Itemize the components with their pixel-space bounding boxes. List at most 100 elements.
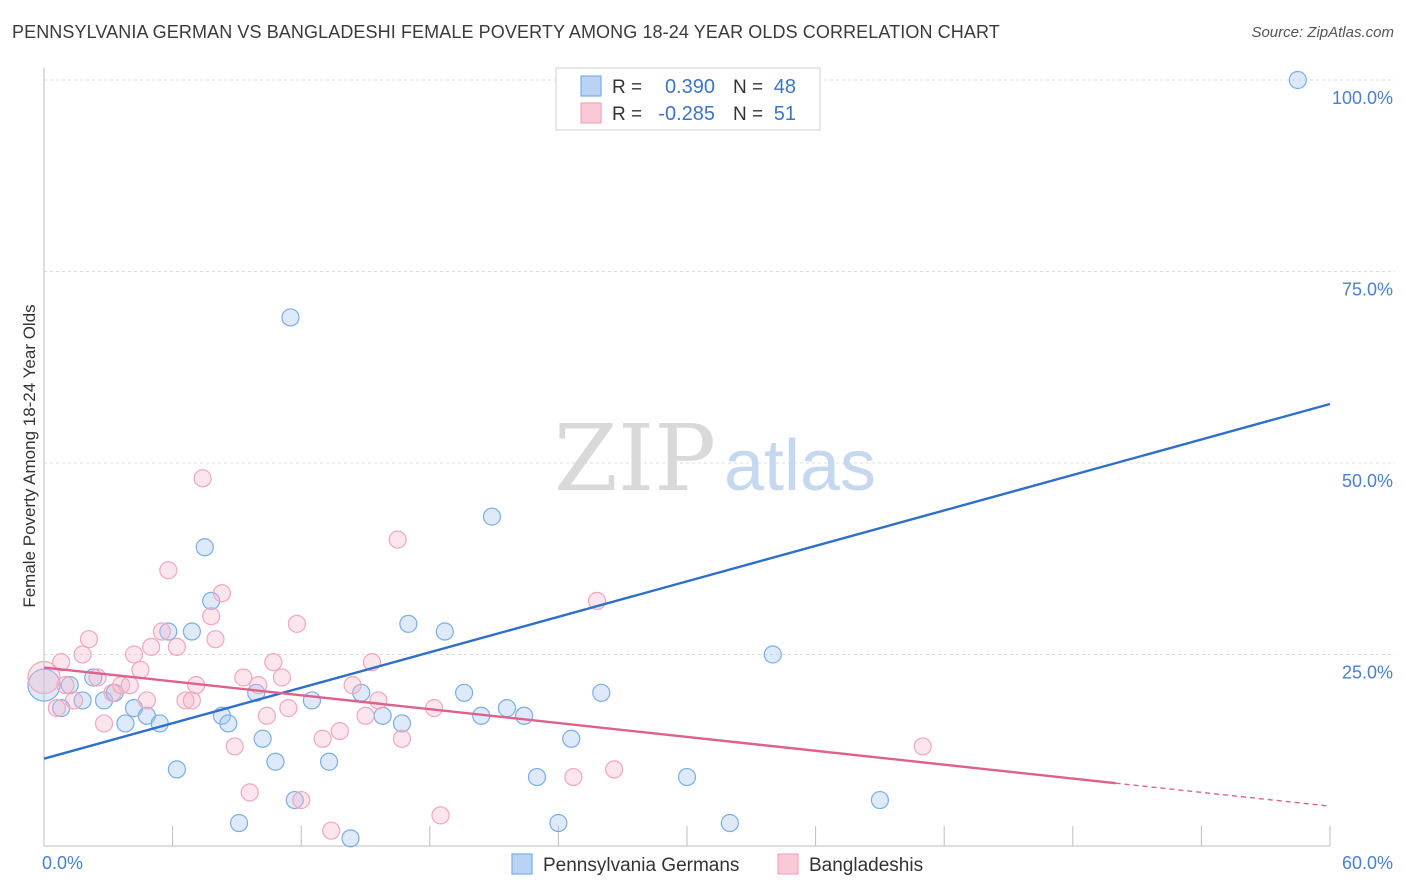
pennsylvania-german-point — [159, 622, 178, 641]
bangladeshi-point — [167, 637, 186, 656]
bangladeshi-point — [120, 676, 139, 695]
stats-r-label: R = — [612, 77, 642, 98]
pennsylvania-germans-trendline — [43, 402, 1331, 760]
pennsylvania-german-point — [341, 829, 360, 848]
pennsylvania-german-point — [27, 668, 61, 702]
pennsylvania-german-point — [253, 729, 272, 748]
bangladeshi-point — [73, 645, 92, 664]
legend-label-pennsylvania-germans: Pennsylvania Germans — [543, 855, 739, 876]
bangladeshi-point — [56, 676, 75, 695]
stats-legend-swatch — [580, 102, 602, 124]
watermark-atlas: atlas — [724, 426, 876, 506]
bangladeshi-point — [240, 783, 259, 802]
bangladeshi-point — [343, 676, 362, 695]
y-tick-label: 75.0% — [1342, 280, 1393, 300]
bangladeshi-point — [605, 760, 624, 779]
pennsylvania-germans-points — [27, 70, 1307, 848]
stats-n-label: N = — [733, 77, 763, 98]
pennsylvania-german-point — [319, 752, 339, 771]
chart-title: PENNSYLVANIA GERMAN VS BANGLADESHI FEMAL… — [12, 22, 1000, 42]
pennsylvania-german-point — [373, 706, 392, 725]
stats-r-value: -0.285 — [658, 103, 715, 125]
bangladeshi-point — [257, 706, 277, 725]
pennsylvania-german-point — [229, 813, 249, 833]
bangladeshis-points — [27, 469, 932, 840]
bangladeshi-point — [182, 691, 201, 710]
bangladeshi-point — [330, 721, 349, 741]
bangladeshis-trendline-extension — [1115, 782, 1331, 807]
bangladeshi-point — [142, 637, 161, 656]
pennsylvania-german-point — [302, 691, 322, 710]
stats-r-label: R = — [612, 104, 642, 125]
pennsylvania-german-point — [527, 767, 547, 787]
axes — [43, 68, 1331, 847]
bangladeshi-point — [152, 622, 171, 641]
bangladeshi-point — [193, 469, 212, 488]
bangladeshi-point — [388, 530, 407, 549]
pennsylvania-german-point — [677, 767, 697, 787]
stats-legend-swatch — [580, 75, 602, 97]
bangladeshi-point — [392, 729, 412, 748]
bangladeshi-point — [234, 668, 253, 687]
pennsylvania-german-point — [285, 790, 304, 810]
pennsylvania-german-point — [720, 813, 739, 833]
pennsylvania-german-point — [182, 622, 201, 641]
bangladeshi-point — [264, 653, 283, 672]
pennsylvania-german-point — [562, 729, 581, 748]
pennsylvania-german-point — [482, 507, 502, 526]
bangladeshi-point — [356, 706, 375, 725]
pennsylvania-german-point — [549, 813, 568, 833]
bangladeshi-point — [564, 767, 583, 787]
bangladeshi-point — [79, 630, 99, 649]
bangladeshi-point — [322, 821, 341, 840]
bangladeshi-point — [94, 714, 114, 733]
bangladeshi-point — [137, 691, 156, 710]
y-tick-label: 50.0% — [1342, 471, 1393, 491]
x-tick-label: 60.0% — [1342, 853, 1393, 873]
bangladeshi-point — [272, 668, 292, 687]
pennsylvania-german-point — [266, 752, 285, 771]
stats-legend: R = 0.390 N = 48 R = -0.285 N = 51 — [555, 67, 821, 131]
pennsylvania-german-point — [497, 699, 517, 718]
pennsylvania-german-point — [281, 308, 300, 327]
source-label: Source: ZipAtlas.com — [1251, 24, 1394, 41]
pennsylvania-german-point — [392, 714, 412, 733]
pennsylvania-german-point — [763, 645, 782, 664]
pennsylvania-german-point — [435, 622, 454, 641]
bangladeshi-point — [64, 691, 84, 710]
series-legend: Pennsylvania Germans Bangladeshis — [511, 853, 923, 876]
pennsylvania-german-point — [219, 714, 238, 733]
stats-n-value: 48 — [774, 76, 796, 98]
pennsylvania-german-point — [592, 683, 611, 702]
bangladeshi-point — [369, 691, 388, 710]
pennsylvania-german-point — [167, 760, 186, 779]
y-tick-label: 100.0% — [1332, 88, 1393, 108]
trendlines — [43, 402, 1331, 807]
bangladeshi-point — [287, 614, 307, 633]
stats-n-value: 51 — [774, 103, 796, 125]
bangladeshi-point — [159, 561, 178, 580]
bangladeshis-trendline — [43, 666, 1116, 785]
bangladeshi-point — [52, 653, 71, 672]
stats-r-value: 0.390 — [665, 76, 715, 98]
watermark: ZIP atlas — [554, 405, 876, 512]
bangladeshi-point — [225, 737, 244, 756]
y-axis-label: Female Poverty Among 18-24 Year Olds — [20, 304, 39, 608]
bangladeshi-point — [212, 584, 231, 603]
pennsylvania-german-point — [195, 538, 214, 557]
bangladeshi-point — [202, 607, 221, 626]
pennsylvania-german-point — [1288, 70, 1307, 90]
watermark-zip: ZIP — [554, 405, 716, 512]
stats-n-label: N = — [733, 104, 763, 125]
bangladeshi-point — [206, 630, 225, 649]
legend-swatch-pennsylvania-germans — [511, 853, 533, 875]
legend-label-bangladeshis: Bangladeshis — [809, 855, 923, 876]
gridlines — [44, 79, 1395, 655]
pennsylvania-german-point — [515, 706, 534, 725]
bangladeshi-point — [176, 691, 195, 710]
bangladeshi-point — [279, 699, 298, 718]
pennsylvania-german-point — [399, 614, 418, 633]
bangladeshi-point — [313, 729, 332, 748]
pennsylvania-german-point — [454, 683, 474, 702]
